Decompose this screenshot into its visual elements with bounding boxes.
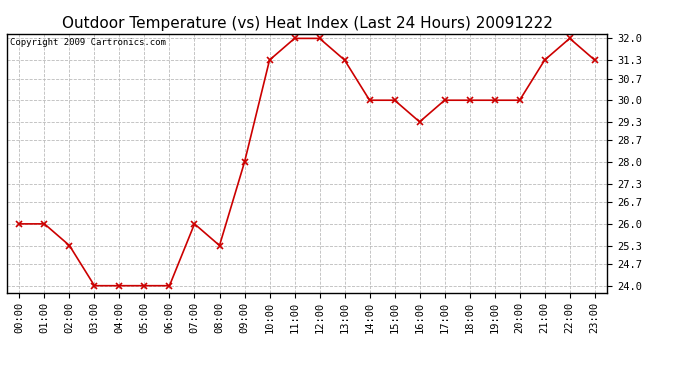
Text: Copyright 2009 Cartronics.com: Copyright 2009 Cartronics.com [10,38,166,46]
Title: Outdoor Temperature (vs) Heat Index (Last 24 Hours) 20091222: Outdoor Temperature (vs) Heat Index (Las… [61,16,553,31]
